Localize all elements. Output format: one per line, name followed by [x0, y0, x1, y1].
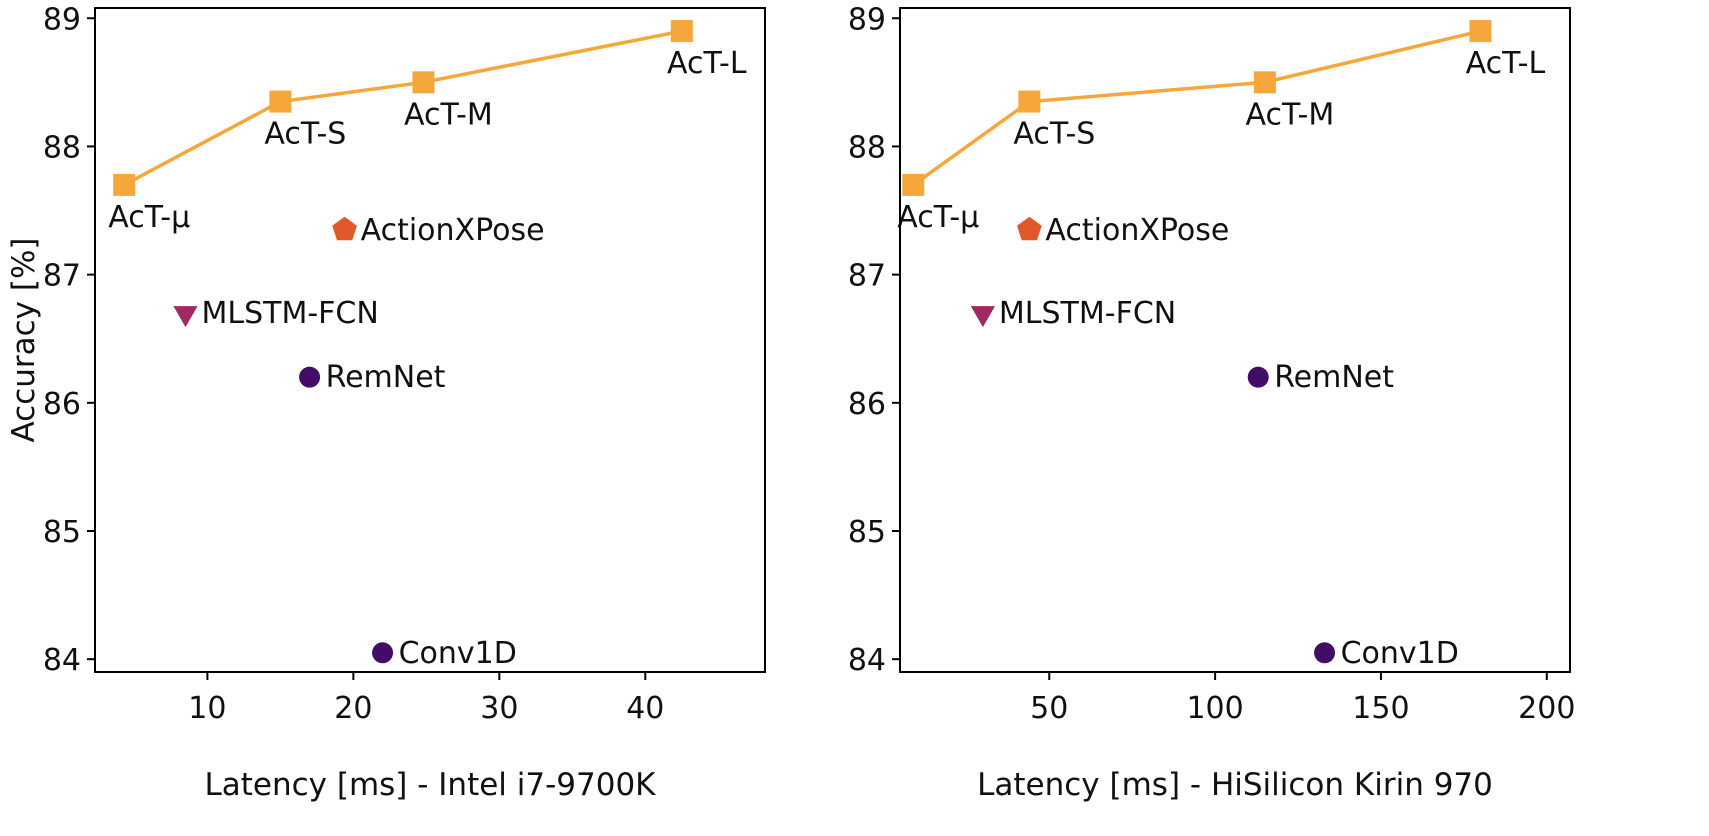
y-tick-label: 86: [848, 387, 886, 422]
x-tick-label: 40: [626, 691, 664, 726]
point-label-ActionXPose: ActionXPose: [361, 213, 545, 248]
point-label-AcT-S: AcT-S: [264, 117, 346, 152]
marker-AcT-μ: [113, 173, 136, 196]
point-label-AcT-M: AcT-M: [1246, 97, 1335, 132]
y-axis-label: Accuracy [%]: [6, 237, 42, 442]
plot-frame: [899, 7, 1571, 673]
y-tick-label: 86: [43, 387, 81, 422]
x-tick-label: 30: [480, 691, 518, 726]
y-tick-label: 85: [43, 515, 81, 550]
y-tick-label: 87: [848, 259, 886, 294]
point-label-RemNet: RemNet: [326, 360, 446, 395]
chart-latency-kirin: AcT-μ AcT-S AcT-M AcT-L ActionXPose MLSTM-FCN…: [845, 0, 1709, 832]
marker-AcT-M: [1253, 71, 1276, 94]
chart-latency-cpu: AcT-μ AcT-S AcT-M AcT-L ActionXPose MLSTM-FCN…: [0, 0, 845, 832]
marker-AcT-M: [412, 71, 435, 94]
marker-AcT-S: [269, 90, 292, 113]
latency-accuracy-kirin-svg: AcT-μ AcT-S AcT-M AcT-L ActionXPose MLSTM-FCN…: [848, 2, 1576, 803]
plot-frame: [94, 7, 766, 673]
series-line-AcT: [122, 29, 684, 187]
point-label-AcT-μ: AcT-μ: [108, 200, 190, 235]
y-tick-label: 88: [43, 130, 81, 165]
marker-AcT-L: [1469, 20, 1492, 43]
point-label-Conv1D: Conv1D: [399, 636, 517, 671]
marker-Conv1D: [1314, 642, 1336, 664]
marker-AcT-S: [1018, 90, 1041, 113]
point-label-AcT-S: AcT-S: [1013, 117, 1095, 152]
x-tick-label: 100: [1186, 691, 1243, 726]
point-label-MLSTM-FCN: MLSTM-FCN: [202, 296, 379, 331]
latency-accuracy-cpu-svg: AcT-μ AcT-S AcT-M AcT-L ActionXPose MLSTM-FCN…: [6, 2, 766, 803]
x-tick-label: 50: [1030, 691, 1068, 726]
marker-RemNet: [299, 366, 321, 388]
y-tick-label: 89: [43, 2, 81, 37]
point-label-AcT-M: AcT-M: [404, 97, 493, 132]
y-tick-label: 89: [848, 2, 886, 37]
point-label-AcT-L: AcT-L: [667, 46, 747, 81]
x-tick-label: 150: [1352, 691, 1409, 726]
point-label-MLSTM-FCN: MLSTM-FCN: [999, 296, 1176, 331]
point-label-Conv1D: Conv1D: [1341, 636, 1459, 671]
marker-MLSTM-FCN: [970, 306, 995, 328]
point-label-RemNet: RemNet: [1274, 360, 1394, 395]
marker-Conv1D: [372, 642, 394, 664]
x-tick-label: 10: [188, 691, 226, 726]
marker-AcT-L: [670, 20, 693, 43]
x-axis-label: Latency [ms] - HiSilicon Kirin 970: [977, 767, 1493, 803]
point-label-AcT-L: AcT-L: [1466, 46, 1546, 81]
point-label-ActionXPose: ActionXPose: [1045, 213, 1229, 248]
x-axis-label: Latency [ms] - Intel i7-9700K: [204, 767, 656, 803]
series-line-AcT: [911, 29, 1483, 187]
marker-AcT-μ: [902, 173, 925, 196]
marker-ActionXPose: [332, 216, 357, 241]
x-tick-label: 20: [334, 691, 372, 726]
y-tick-label: 88: [848, 130, 886, 165]
marker-RemNet: [1247, 366, 1269, 388]
y-tick-label: 84: [43, 643, 81, 678]
y-tick-label: 87: [43, 259, 81, 294]
marker-ActionXPose: [1017, 216, 1042, 241]
marker-MLSTM-FCN: [173, 306, 198, 328]
y-tick-label: 84: [848, 643, 886, 678]
point-label-AcT-μ: AcT-μ: [897, 200, 979, 235]
x-tick-label: 200: [1518, 691, 1575, 726]
y-tick-label: 85: [848, 515, 886, 550]
